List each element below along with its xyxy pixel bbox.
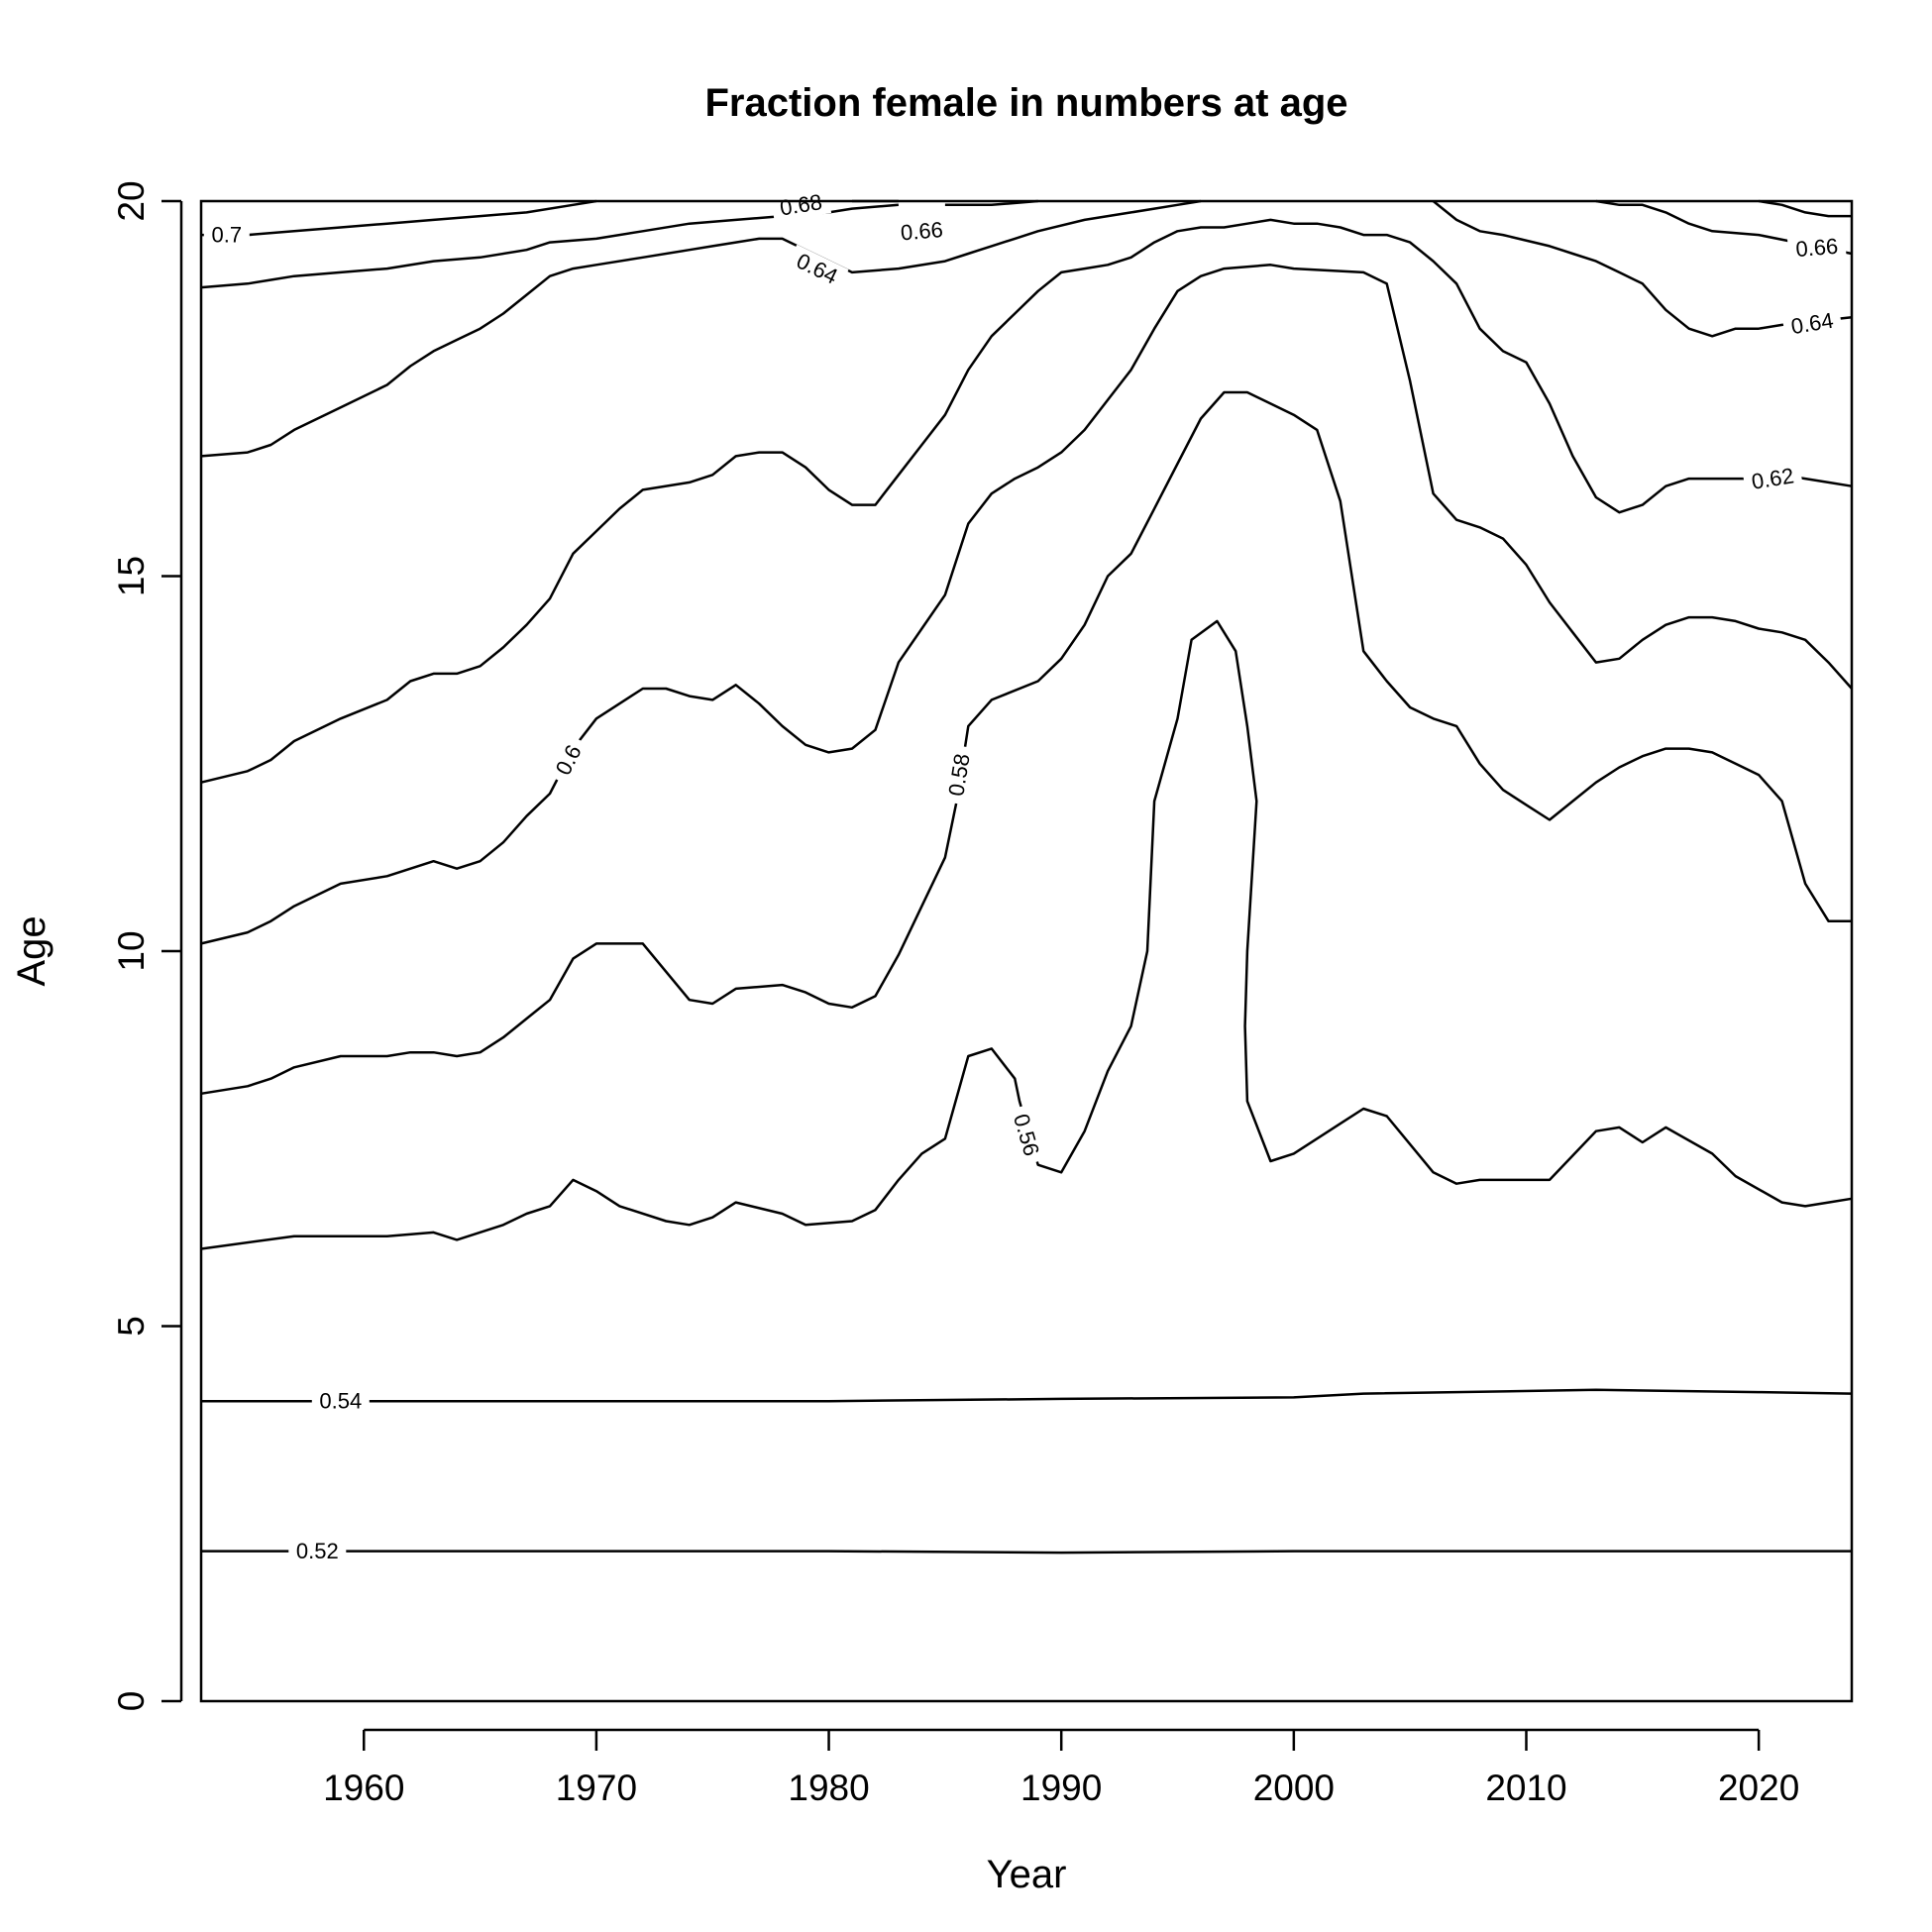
contour-label: 0.64: [786, 244, 849, 293]
contour-label-gap: [892, 216, 952, 247]
x-tick-label: 1970: [556, 1768, 637, 1808]
contour-label: 0.64: [1781, 305, 1843, 341]
y-tick-label: 0: [111, 1691, 152, 1712]
y-tick-label: 5: [111, 1316, 152, 1337]
y-axis: 0 5 10 15 20: [111, 180, 183, 1712]
y-tick-label: 15: [111, 556, 152, 596]
x-axis-title: Year: [987, 1853, 1067, 1896]
y-tick-label: 10: [111, 930, 152, 971]
contour-label-text: 0.52: [296, 1539, 339, 1563]
y-axis-title: Age: [10, 915, 54, 986]
contour-label-gap: [311, 1388, 370, 1415]
contour-label: 0.54: [311, 1388, 370, 1415]
contour-line-0-64: [1432, 200, 1853, 338]
contour-label-text: 0.54: [319, 1389, 362, 1414]
contour-label-text: 0.58: [943, 752, 974, 798]
contour-labels: 0.52 0.54 0.56 0.58 0.6 0.62 0.64 0.64 0.66 0.66 0…: [203, 187, 1847, 1564]
x-tick-label: 2020: [1718, 1768, 1799, 1808]
contour-label-gap: [786, 244, 849, 293]
x-tick-label: 1990: [1020, 1768, 1102, 1808]
contour-label-gap: [1781, 305, 1843, 341]
contour-label: 0.6: [546, 733, 590, 787]
contour-label: 0.66: [1786, 232, 1847, 264]
contour-label-gap: [546, 733, 590, 787]
contour-line-0-66: [1595, 199, 1853, 256]
contour-label-text: 0.56: [1009, 1111, 1044, 1158]
contour-label-text: 0.64: [1789, 308, 1835, 340]
contour-line-0-54: [201, 1388, 1853, 1403]
contour-line-0-58: [200, 390, 1852, 1096]
contour-line-0-6: [200, 264, 1853, 945]
x-tick-label: 1960: [323, 1768, 404, 1808]
contour-label-gap: [1006, 1104, 1047, 1166]
contour-label: 0.58: [941, 744, 977, 805]
contour-line-0-64: [200, 199, 1202, 458]
x-axis: 1960 1970 1980 1990 2000 2010 2020: [323, 1728, 1799, 1808]
contour-line-0-52: [201, 1550, 1852, 1555]
contour-label: 0.62: [1742, 461, 1803, 496]
contour-label-text: 0.66: [1794, 234, 1839, 262]
x-tick-label: 2010: [1485, 1768, 1566, 1808]
contour-line-0-68: [1758, 199, 1852, 218]
contour-label: 0.68: [770, 187, 832, 223]
contour-line-0-56: [200, 619, 1853, 1250]
contour-lines: [200, 199, 1853, 1555]
contour-line-0-66: [944, 199, 1038, 207]
x-tick-label: 2000: [1253, 1768, 1335, 1808]
contour-label-text: 0.68: [778, 189, 823, 221]
contour-label-gap: [288, 1538, 347, 1564]
contour-label-text: 0.62: [1750, 463, 1795, 494]
contour-line-0-68: [201, 199, 597, 237]
contour-label-text: 0.66: [900, 217, 944, 245]
contour-label: 0.7: [203, 222, 250, 249]
plot-frame: [199, 199, 1854, 1703]
contour-label-text: 0.7: [212, 223, 243, 248]
contour-label-gap: [941, 744, 977, 805]
y-tick-label: 20: [111, 180, 152, 221]
contour-label: 0.56: [1006, 1104, 1047, 1166]
chart-title: Fraction female in numbers at age: [704, 81, 1347, 125]
x-tick-label: 1980: [788, 1768, 869, 1808]
contour-line-0-62: [200, 218, 1853, 784]
contour-label-gap: [770, 187, 832, 223]
contour-label-gap: [1742, 461, 1803, 496]
contour-label-gap: [1786, 232, 1847, 264]
contour-label: 0.52: [288, 1538, 347, 1564]
contour-label: 0.66: [892, 216, 952, 247]
contour-label-gap: [203, 222, 250, 249]
